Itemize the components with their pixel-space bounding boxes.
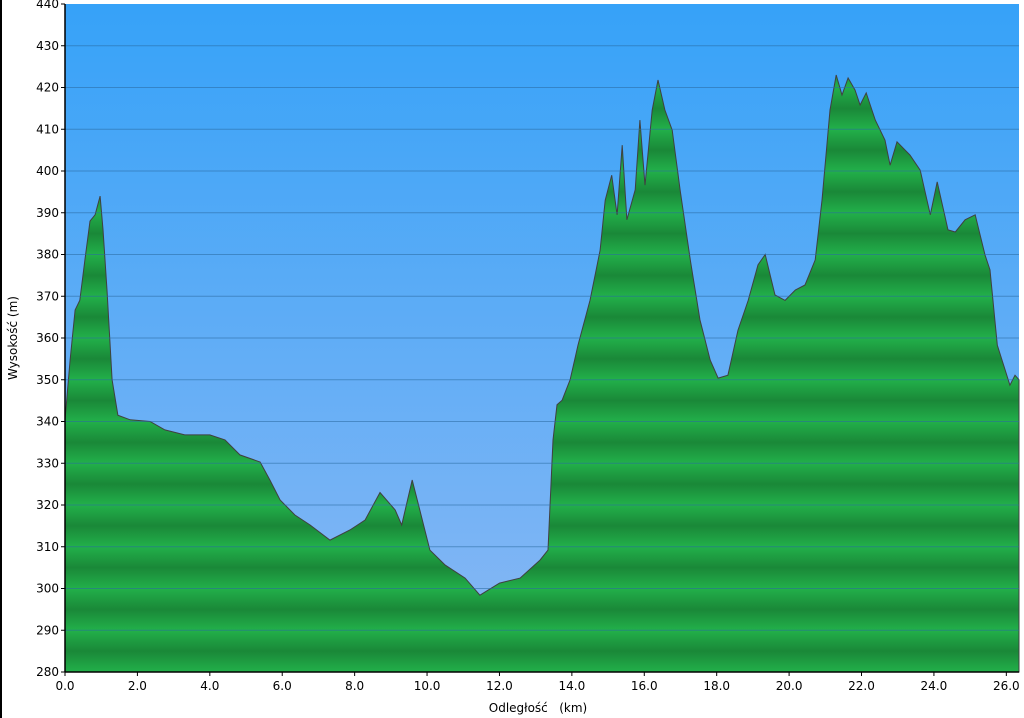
y-tick-label: 300 — [36, 582, 59, 596]
y-tick-label: 430 — [36, 39, 59, 53]
x-tick-label: 24.0 — [921, 679, 948, 693]
x-tick-label: 6.0 — [273, 679, 292, 693]
y-tick-label: 380 — [36, 248, 59, 262]
y-tick-label: 310 — [36, 540, 59, 554]
gridlines — [65, 45, 1019, 631]
x-tick-label: 14.0 — [559, 679, 586, 693]
x-tick-label: 8.0 — [345, 679, 364, 693]
y-tick-label: 410 — [36, 122, 59, 136]
y-tick-label: 440 — [36, 0, 59, 11]
x-tick-label: 4.0 — [200, 679, 219, 693]
y-tick-label: 420 — [36, 81, 59, 95]
y-tick-label: 330 — [36, 456, 59, 470]
y-tick-label: 340 — [36, 415, 59, 429]
x-tick-label: 22.0 — [848, 679, 875, 693]
x-tick-label: 20.0 — [776, 679, 803, 693]
y-tick-label: 390 — [36, 206, 59, 220]
x-tick-label: 26.0 — [993, 679, 1020, 693]
y-tick-label: 400 — [36, 164, 59, 178]
x-tick-label: 12.0 — [486, 679, 513, 693]
y-tick-label: 280 — [36, 665, 59, 679]
y-tick-label: 320 — [36, 498, 59, 512]
elevation-area — [64, 74, 1020, 673]
x-tick-label: 16.0 — [631, 679, 658, 693]
left-border — [0, 0, 2, 718]
x-tick-label: 18.0 — [703, 679, 730, 693]
x-tick-label: 10.0 — [414, 679, 441, 693]
y-axis-label: Wysokość (m) — [6, 296, 20, 380]
x-tick-label: 0.0 — [55, 679, 74, 693]
y-tick-label: 360 — [36, 331, 59, 345]
y-tick-label: 290 — [36, 623, 59, 637]
x-tick-label: 2.0 — [128, 679, 147, 693]
x-axis-label: Odległość (km) — [489, 701, 587, 715]
y-tick-label: 350 — [36, 373, 59, 387]
y-tick-label: 370 — [36, 289, 59, 303]
axes: 280 290 300 310 320 330 340 350 360 370 380 390 400 4… — [36, 0, 1020, 693]
